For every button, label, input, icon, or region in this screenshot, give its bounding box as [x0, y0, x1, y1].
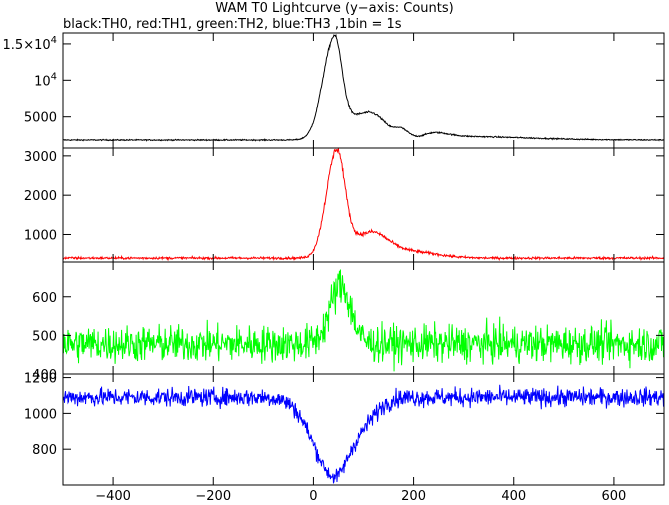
series-line-th3: [63, 384, 664, 485]
y-tick-label: 600: [32, 291, 57, 306]
y-tick-label: 1000: [24, 228, 57, 243]
y-tick-label: 800: [32, 443, 57, 458]
y-tick-label: 5000: [24, 111, 57, 126]
panel-frame-th0: [62, 32, 665, 149]
series-line-th1: [63, 148, 664, 262]
x-tick-label: 400: [501, 489, 526, 504]
series-line-th2: [63, 269, 664, 372]
y-tick-label: 104: [34, 71, 57, 89]
chart-subtitle: black:TH0, red:TH1, green:TH2, blue:TH3 …: [63, 17, 402, 32]
y-tick-label: 1000: [24, 407, 57, 422]
x-tick-label: −400: [95, 489, 131, 504]
y-tick-label: 3000: [24, 150, 57, 165]
y-tick-label: 1200: [24, 372, 57, 387]
panel-frame-th3: [62, 373, 665, 486]
panel-frame-th1: [62, 147, 665, 263]
chart-title: WAM T0 Lightcurve (y−axis: Counts): [215, 1, 454, 16]
x-tick-label: 0: [309, 489, 317, 504]
y-tick-label: 2000: [24, 189, 57, 204]
x-tick-label: 200: [401, 489, 426, 504]
y-tick-label: 400: [32, 368, 57, 383]
series-line-th0: [63, 33, 664, 142]
x-tick-label: 600: [602, 489, 627, 504]
y-tick-label: 500: [32, 329, 57, 344]
y-tick-label: 1.5×104: [3, 35, 57, 53]
panel-frame-th2: [62, 261, 665, 375]
x-tick-label: −200: [195, 489, 231, 504]
